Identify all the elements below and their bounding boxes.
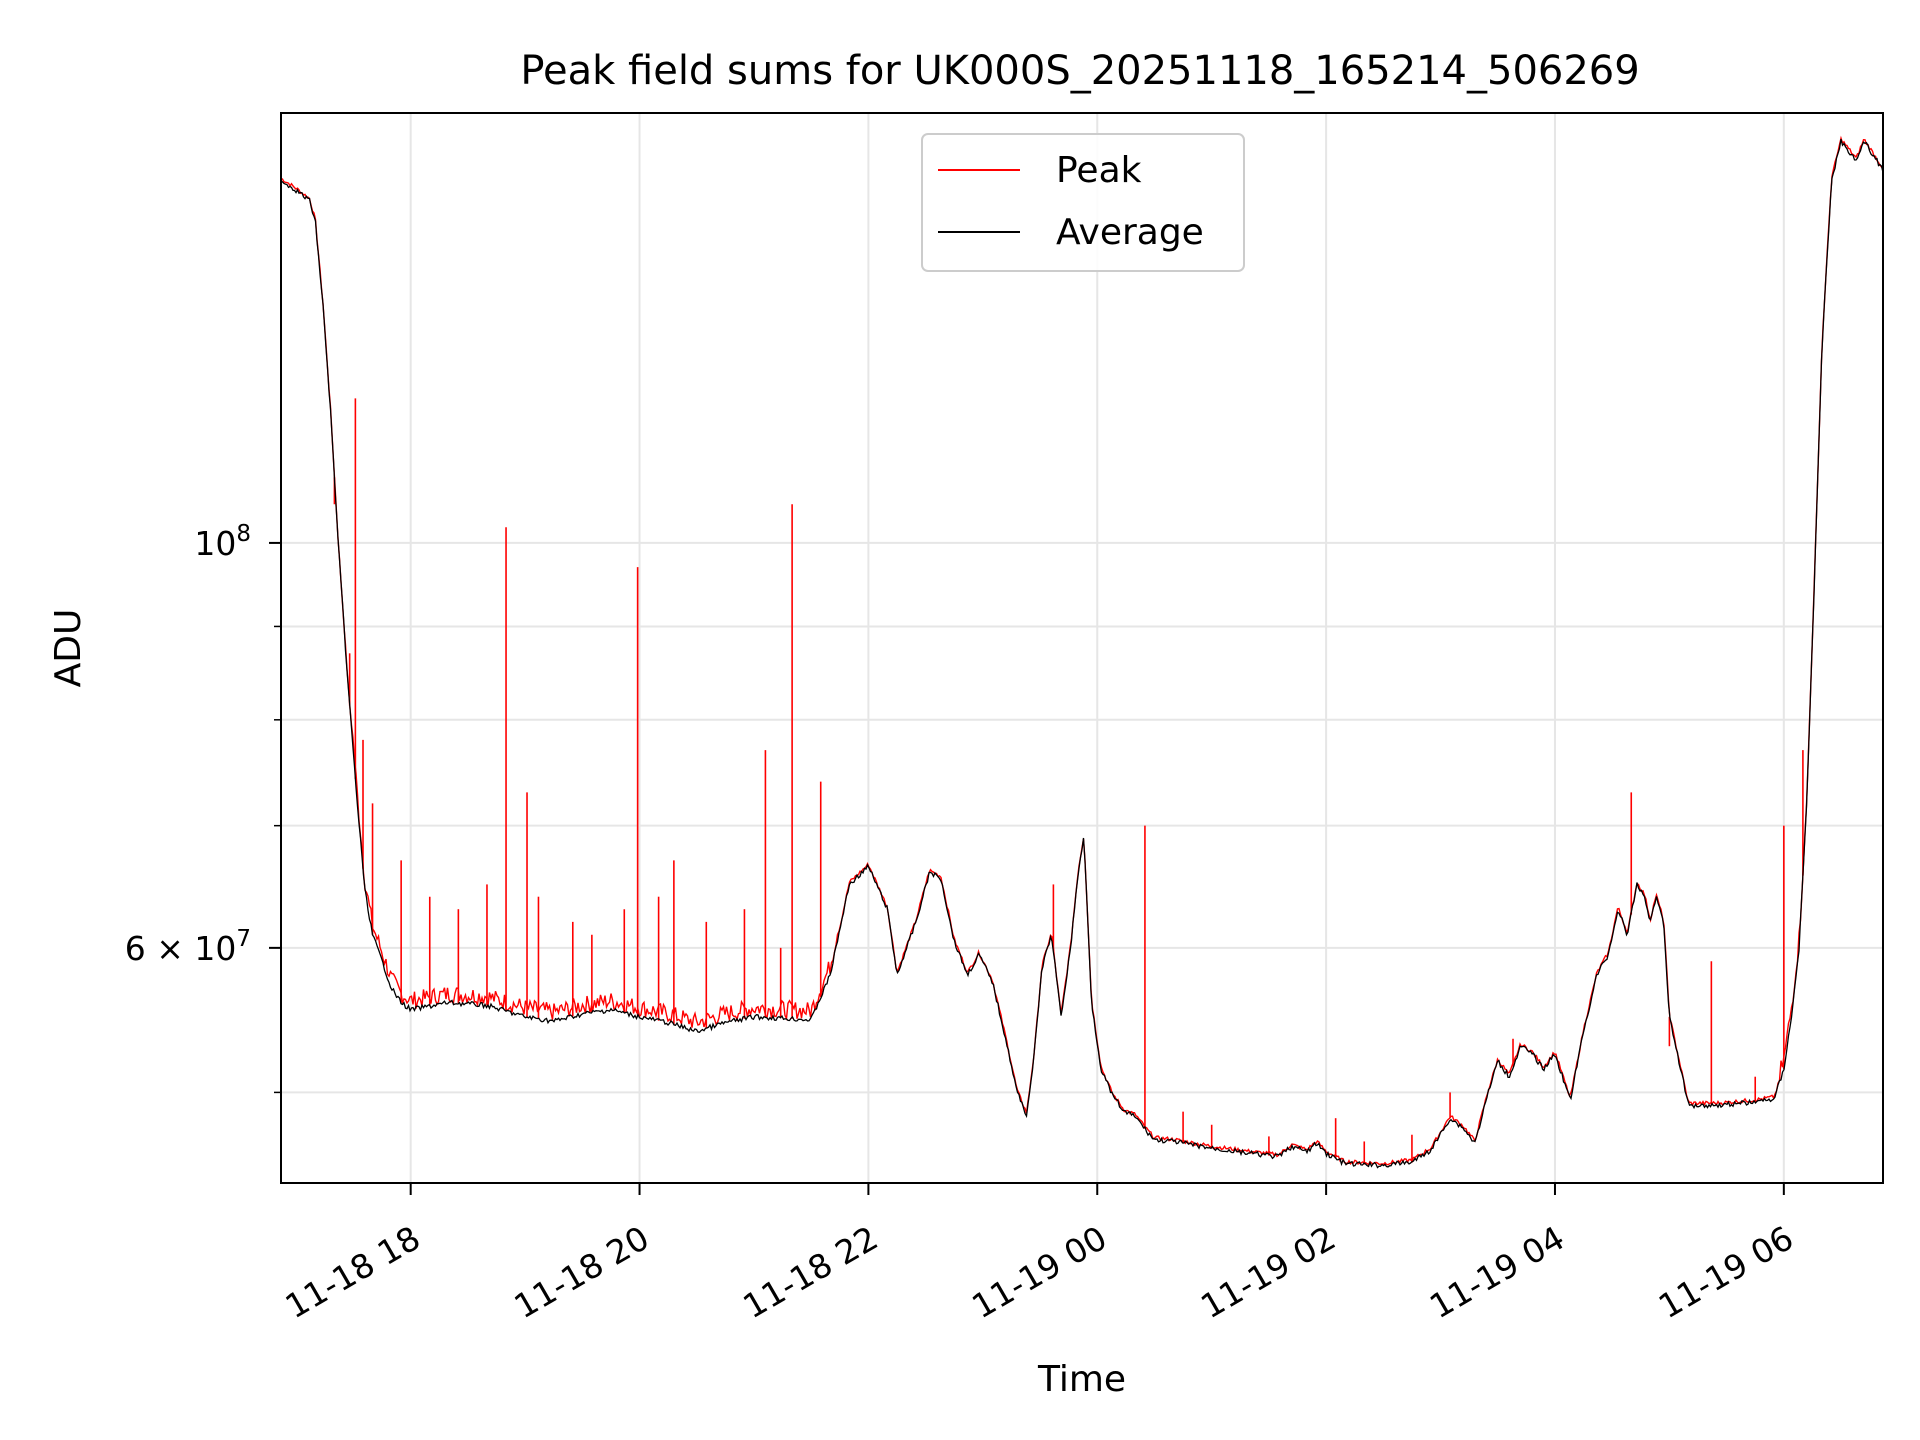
plot-frame (280, 112, 1884, 1184)
legend: Peak Average (921, 133, 1245, 272)
legend-box (921, 133, 1245, 272)
legend-average-label: Average (1056, 212, 1204, 253)
y-axis-ticks: 108 6 × 107 (125, 521, 281, 1094)
y-axis-label: ADU (48, 609, 89, 688)
y-tick-label: 108 (194, 521, 251, 563)
legend-peak-label: Peak (1056, 150, 1142, 191)
average-series (281, 138, 1883, 1169)
grid-lines (281, 113, 1883, 1183)
y-tick-label: 6 × 107 (125, 926, 251, 968)
plot-area (281, 135, 1883, 1169)
average-line (281, 138, 1883, 1169)
x-axis-label: Time (1037, 1359, 1126, 1400)
chart-title: Peak field sums for UK000S_20251118_1652… (520, 48, 1639, 94)
